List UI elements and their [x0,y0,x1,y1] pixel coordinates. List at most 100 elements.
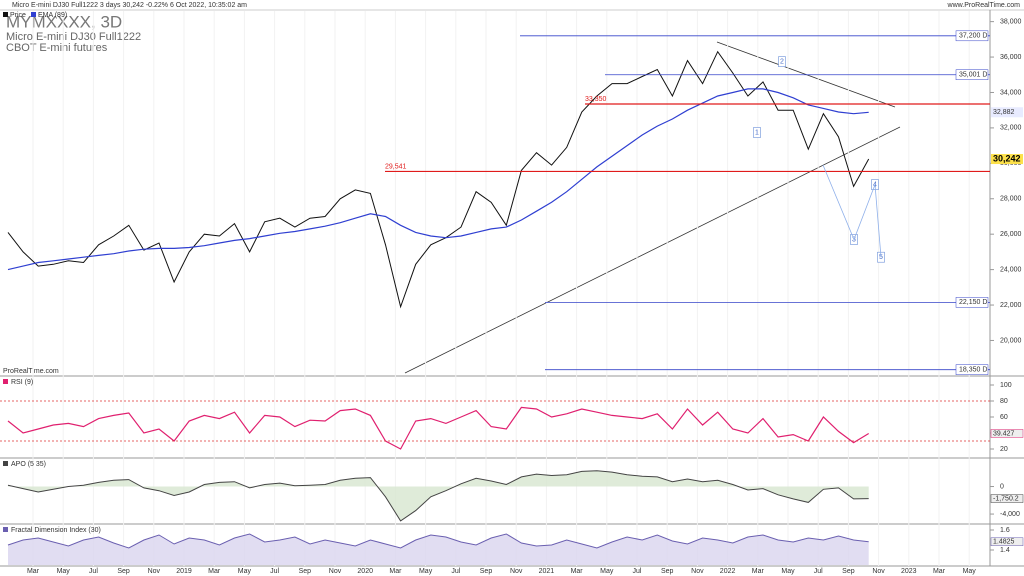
x-tick-label: Nov [148,568,161,575]
x-tick-label: 2023 [901,568,917,575]
level-label: 18,350 D [959,367,987,374]
legend-swatch [31,12,36,17]
series-line [7,88,869,271]
x-tick-label: Nov [329,568,342,575]
y-tick-label: 32,000 [1000,125,1022,132]
x-tick-label: Jul [814,568,823,575]
last-value-label: 39.427 [993,430,1015,437]
level-label: 35,001 D [959,72,987,79]
exchange: CBOT E-mini futures [6,42,108,54]
panel-title: RSI (9) [11,379,33,386]
last-value-box [990,537,1024,546]
level-box [955,69,989,80]
y-tick-label: 22,000 [1000,302,1022,309]
x-tick-label: 2021 [539,568,555,575]
x-tick-label: 2020 [357,568,373,575]
legend-swatch [3,379,8,384]
x-tick-label: 2019 [176,568,192,575]
wave-box [753,127,761,138]
level-box [955,364,989,375]
x-tick-label: Mar [208,568,221,575]
legend-swatch [3,461,8,466]
x-tick-label: May [600,568,614,575]
series-area [8,534,869,565]
x-tick-label: Sep [842,568,855,575]
y-tick-label: 80 [1000,398,1008,405]
x-tick-label: Nov [691,568,704,575]
y-tick-label: 20 [1000,446,1008,453]
level-label: 22,150 D [959,299,987,306]
x-tick-label: Jul [89,568,98,575]
y-tick-label: 20,000 [1000,337,1022,344]
x-tick-label: Nov [510,568,523,575]
x-tick-label: Sep [117,568,130,575]
x-tick-label: Mar [27,568,40,575]
y-tick-label: 36,000 [1000,54,1022,61]
price-tag [991,154,1023,165]
x-tick-label: 2022 [720,568,736,575]
series-line [7,50,870,309]
y-tick-label: 100 [1000,382,1012,389]
y-tick-label: 1.6 [1000,527,1010,534]
y-tick-label: -4,000 [1000,511,1020,518]
watermark: ProRealTime.com [3,368,59,375]
x-tick-label: Mar [571,568,584,575]
x-tick-label: May [781,568,795,575]
level-box [955,297,989,308]
y-tick-label: 34,000 [1000,89,1022,96]
wave-projection [822,164,882,258]
x-tick-label: Jul [270,568,279,575]
wave-box [778,56,786,67]
header-info: Micro E-mini DJ30 Full1222 3 days 30,242… [12,2,247,9]
x-tick-label: Mar [752,568,765,575]
price-tag-label: 32,882 [993,109,1015,116]
y-tick-label: 24,000 [1000,266,1022,273]
legend-swatch [3,527,8,532]
x-tick-label: Sep [480,568,493,575]
wave-box [877,251,885,263]
last-value-label: -1,750.2 [993,495,1019,502]
legend-swatch [3,12,8,17]
series-line [7,470,869,522]
legend-label: EMA (89) [38,12,67,19]
panel-title: Fractal Dimension Index (30) [11,527,101,534]
x-tick-label: Mar [933,568,946,575]
series-line [7,533,869,549]
price-tag-label: 30,242 [993,153,1021,163]
series-area [8,470,869,521]
trendline [404,126,901,374]
wave-label: 2 [780,59,784,66]
resistance-label: 29,541 [385,163,407,170]
x-tick-label: May [238,568,252,575]
last-value-box [990,429,1024,438]
y-tick-label: 38,000 [1000,18,1022,25]
x-tick-label: Sep [661,568,674,575]
x-tick-label: Jul [451,568,460,575]
site: www.ProRealTime.com [947,2,1021,9]
wave-label: 1 [755,129,759,136]
x-tick-label: Jul [633,568,642,575]
y-tick-label: 28,000 [1000,196,1022,203]
x-tick-label: May [419,568,433,575]
y-tick-label: 0 [1000,483,1004,490]
y-tick-label: 26,000 [1000,231,1022,238]
x-tick-label: Nov [872,568,885,575]
last-value-box [990,494,1024,503]
x-tick-label: May [963,568,977,575]
level-label: 37,200 D [959,33,987,40]
x-tick-label: May [57,568,71,575]
y-tick-label: 60 [1000,414,1008,421]
legend-label: Price [10,12,26,19]
panel-title: APO (5 35) [11,461,46,468]
resistance-label: 33,350 [585,96,607,103]
price-tag [991,107,1023,118]
x-tick-label: Sep [299,568,312,575]
series-line [7,406,870,450]
y-tick-label: 1.4 [1000,547,1010,554]
last-value-label: 1.4825 [993,539,1015,546]
level-box [955,30,989,42]
subtitle: Micro E-mini DJ30 Full1222 [6,31,141,43]
x-tick-label: Mar [389,568,402,575]
wave-label: 5 [879,254,883,261]
